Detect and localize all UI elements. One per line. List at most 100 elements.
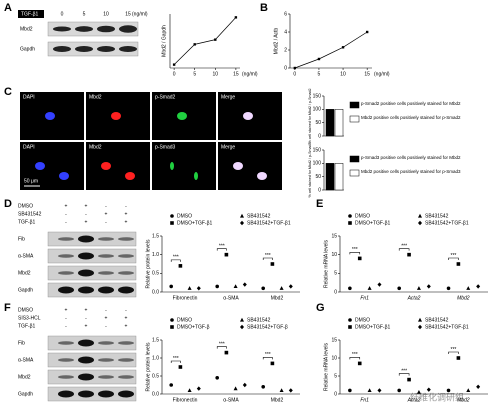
y-tick-label: 150 (313, 93, 322, 99)
significance-bracket (398, 373, 410, 376)
legend-label: DMSO (355, 317, 370, 323)
treatment-label: DMSO (18, 307, 33, 313)
y-tick-label: 4 (284, 29, 287, 35)
blot-band (58, 375, 74, 379)
significance-label: *** (352, 352, 358, 358)
treatment-box (18, 10, 44, 18)
legend-swatch (349, 115, 360, 123)
y-tick-label: 5 (334, 271, 337, 277)
data-point (279, 388, 284, 392)
y-tick-label: 10 (331, 355, 337, 361)
x-tick-label: Acta2 (407, 397, 421, 403)
blot-band (118, 271, 134, 275)
data-point (367, 286, 372, 290)
y-tick-label: 10 (331, 252, 337, 258)
significance-label: *** (451, 253, 457, 259)
legend-label: DMSO+TGF-β1 (355, 324, 390, 330)
legend-entry: Mbd2 positive cells positively stained f… (361, 115, 461, 120)
y-tick-label: 0.0 (152, 289, 159, 295)
blot-band (118, 237, 134, 241)
x-tick-label: Mbd2 (271, 295, 284, 301)
legend-label: SB431542 (425, 213, 449, 219)
scale-bar-label: 50 μm (24, 178, 38, 184)
data-point (270, 262, 275, 266)
legend-label: SB431542+TGF-β1 (247, 220, 291, 226)
cell (59, 172, 69, 180)
significance-bracket (216, 248, 227, 251)
x-tick-label: 10 (340, 71, 346, 77)
data-point (357, 256, 362, 261)
blot-row-label: Fib (18, 340, 25, 346)
cell (177, 112, 187, 120)
legend-marker (348, 221, 352, 225)
data-point (416, 390, 421, 394)
significance-label: *** (219, 243, 225, 249)
channel-label: Mbd2 (89, 94, 102, 100)
data-point (466, 286, 471, 290)
y-axis-label: Mbd2 / Actb (273, 28, 279, 55)
x-tick-label: 15 (364, 71, 370, 77)
legend-marker (348, 214, 352, 218)
blot-band (53, 26, 71, 32)
y-tick-label: 0 (334, 391, 337, 397)
legend-marker (170, 325, 174, 329)
blot-row-label: α-SMA (18, 253, 34, 259)
cell (170, 162, 174, 170)
y-tick-label: 0 (318, 133, 321, 139)
significance-label: *** (401, 368, 407, 374)
treatment-sign: + (125, 219, 128, 225)
cell (35, 162, 45, 170)
x-tick-label: Mbd2 (457, 397, 470, 403)
cell (257, 172, 267, 180)
bar (325, 163, 335, 191)
x-tick-label: α-SMA (223, 397, 239, 403)
blot-band (98, 254, 114, 258)
y-tick-label: 50 (315, 120, 321, 126)
significance-bracket (262, 257, 273, 260)
x-axis-label: (ng/ml) (242, 71, 258, 77)
cell (243, 112, 253, 120)
legend-label: DMSO (177, 213, 192, 219)
blot-band (78, 356, 94, 364)
treatment-label: SIS3-HCL (18, 315, 41, 321)
cell (45, 112, 55, 120)
significance-label: *** (173, 356, 179, 362)
blot-row-label: Mbd2 (18, 374, 31, 380)
blot-band (75, 46, 93, 52)
data-point (476, 284, 481, 289)
data-point (214, 38, 217, 41)
y-axis-label: Relative mRNA levels (323, 239, 329, 288)
legend-marker (240, 317, 244, 322)
blot-band (118, 358, 134, 362)
x-tick-label: 0 (293, 71, 296, 77)
blot-band (98, 286, 114, 294)
y-tick-label: 0 (284, 65, 287, 71)
blot-band (98, 341, 114, 345)
treatment-label: DMSO (18, 203, 33, 209)
data-point (456, 262, 461, 266)
treatment-sign: - (65, 211, 67, 217)
channel-label: Merge (221, 94, 235, 100)
blot-row-label: Mbd2 (18, 270, 31, 276)
panel-label: B (260, 2, 268, 14)
bar (334, 109, 344, 137)
x-tick-label: 10 (213, 71, 219, 77)
data-point (293, 66, 297, 70)
legend-entry: Mbd2 positive cells positively stained f… (361, 169, 461, 174)
legend-label: p-Smad2 positive cells positively staine… (361, 101, 461, 106)
treatment-sign: - (85, 211, 87, 217)
legend-marker (348, 318, 352, 322)
bar (334, 163, 344, 191)
data-point (279, 286, 284, 290)
y-axis-label: Relative protein levels (145, 239, 151, 288)
y-tick-label: 15 (331, 233, 337, 239)
treatment-label: TGF-β1 (18, 323, 36, 329)
blot-band (118, 341, 134, 345)
data-point (426, 284, 431, 289)
data-point (416, 286, 421, 290)
significance-label: *** (401, 243, 407, 249)
legend-marker (418, 213, 422, 218)
blot-band (118, 390, 134, 398)
blot-band (75, 26, 93, 32)
treatment-sign: - (85, 315, 87, 321)
